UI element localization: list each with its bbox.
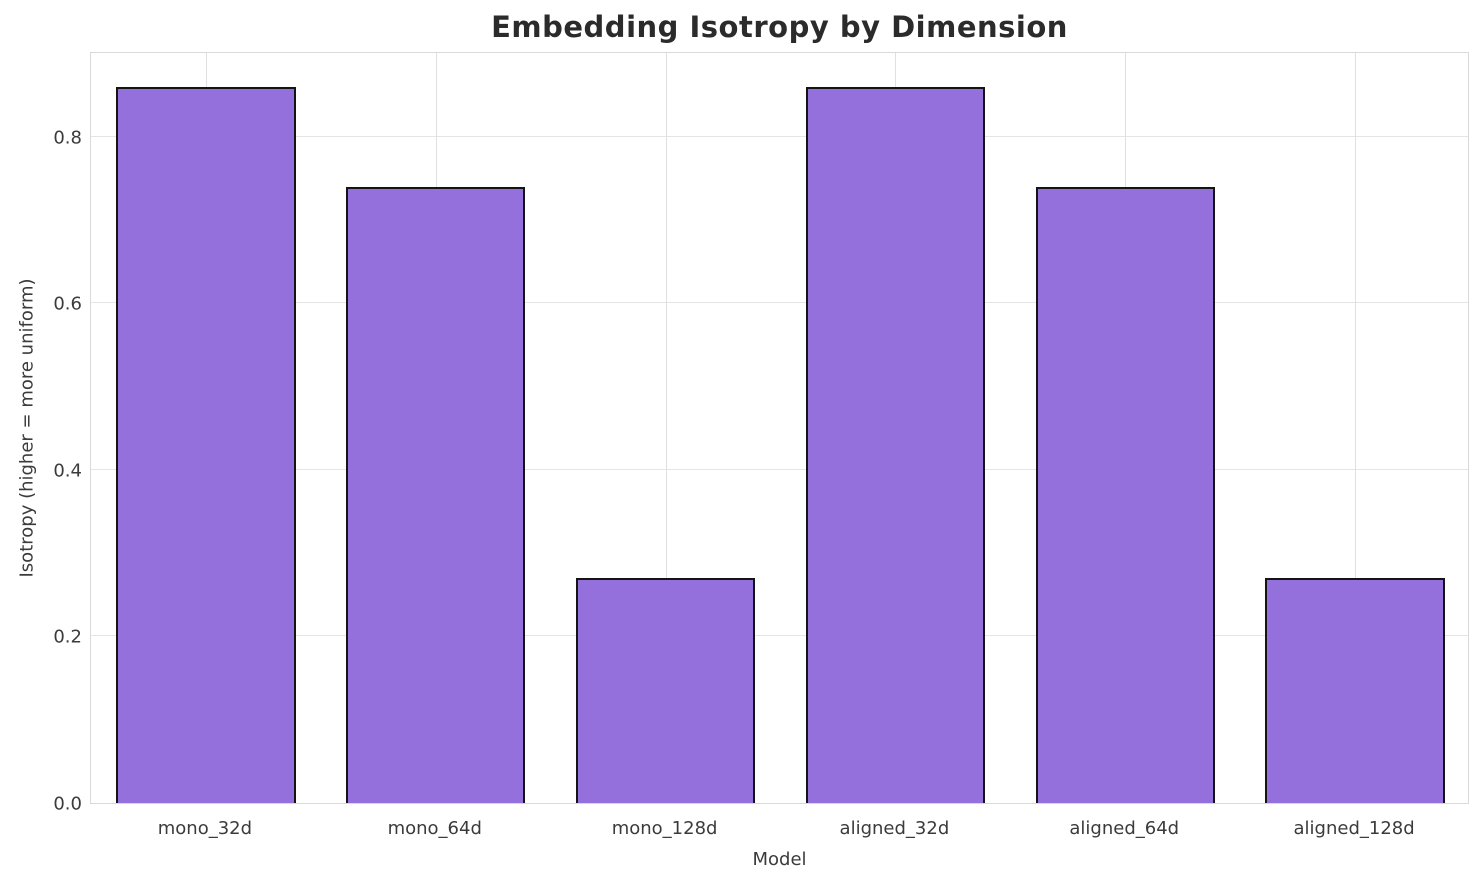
x-tick-label-mono_32d: mono_32d [157, 818, 253, 839]
y-tick-label: 0.8 [53, 127, 82, 149]
gridline-horizontal [91, 468, 1468, 470]
x-tick-label-aligned_128d: aligned_128d [1293, 818, 1415, 839]
chart-title: Embedding Isotropy by Dimension [491, 10, 1068, 44]
x-tick-label-mono_128d: mono_128d [611, 818, 718, 839]
bar-aligned_64d [1035, 186, 1215, 803]
bar-aligned_32d [805, 86, 986, 803]
y-tick-label: 0.4 [53, 460, 82, 482]
x-tick-label-aligned_32d: aligned_32d [839, 818, 950, 839]
bar-mono_32d [116, 86, 296, 803]
plot-area [90, 52, 1469, 804]
bar-mono_128d [575, 578, 756, 803]
y-axis-label: Isotropy (higher = more uniform) [16, 278, 38, 578]
gridline-horizontal [91, 302, 1468, 304]
y-tick-label: 0.6 [53, 293, 82, 315]
gridline-horizontal [91, 635, 1468, 637]
gridline-horizontal [91, 135, 1468, 137]
gridline-vertical [1355, 53, 1357, 803]
bar-mono_64d [346, 186, 526, 803]
y-tick-label: 0.0 [53, 793, 82, 815]
x-tick-label-aligned_64d: aligned_64d [1069, 818, 1180, 839]
y-tick-label: 0.2 [53, 626, 82, 648]
bar-aligned_128d [1265, 578, 1445, 803]
gridline-vertical [665, 53, 667, 803]
x-tick-label-mono_64d: mono_64d [387, 818, 482, 839]
x-axis-label: Model [752, 849, 807, 870]
